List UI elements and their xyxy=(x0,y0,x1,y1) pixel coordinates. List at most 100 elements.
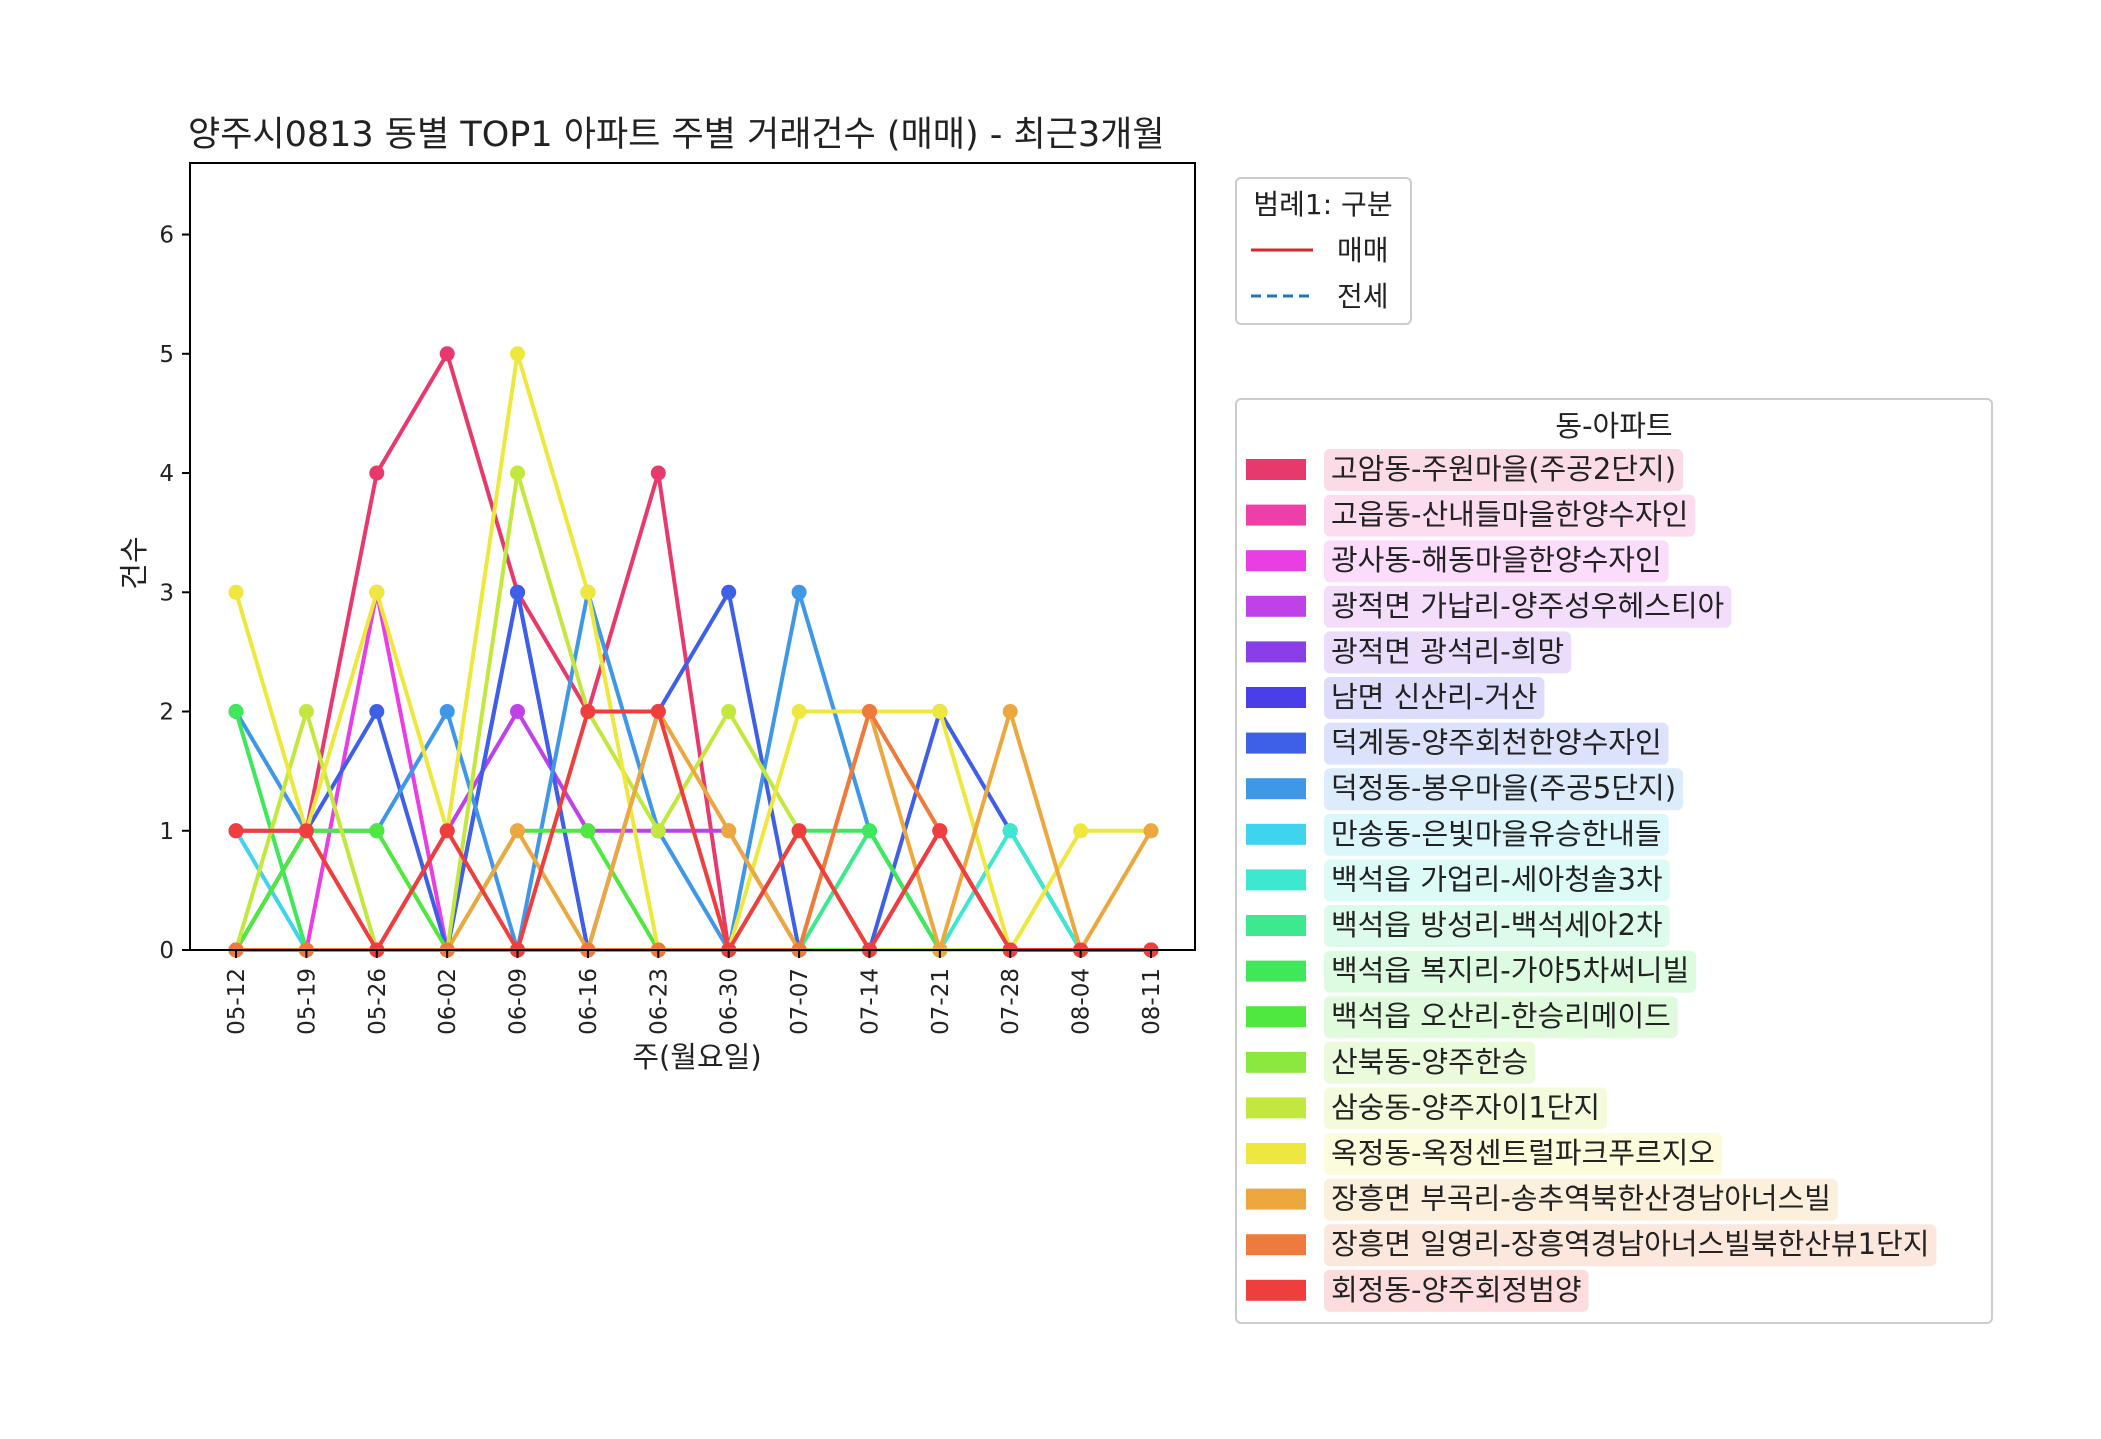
legend-swatch xyxy=(1246,595,1306,617)
legend-label-highlight xyxy=(1324,677,1545,719)
data-point xyxy=(369,584,385,600)
legend-label-highlight xyxy=(1324,540,1669,583)
legend-type-frame xyxy=(1235,177,1412,325)
x-axis-label: 주(월요일) xyxy=(632,1040,761,1074)
data-point xyxy=(650,823,666,839)
legend-swatch xyxy=(1246,641,1306,663)
data-point xyxy=(510,823,525,839)
x-tick-label: 06-30 xyxy=(717,968,743,1035)
y-tick-label: 5 xyxy=(159,342,174,368)
legend-label: 옥정동-옥정센트럴파크푸르지오 xyxy=(1331,1136,1715,1170)
chart-title: 양주시0813 동별 TOP1 아파트 주별 거래건수 (매매) - 최근3개월 xyxy=(188,115,1165,155)
legend-entry: 광적면 광석리-희망 xyxy=(1246,631,1572,674)
legend-entry: 덕계동-양주회천한양수자인 xyxy=(1246,722,1669,765)
y-tick-label: 3 xyxy=(159,580,174,606)
legend-swatch xyxy=(1246,687,1306,708)
legend-label-highlight xyxy=(1324,950,1697,993)
y-tick-label: 1 xyxy=(159,819,174,845)
legend-label-highlight xyxy=(1324,813,1669,856)
data-point xyxy=(1002,823,1018,839)
legend-entry: 광적면 가납리-양주성우헤스티아 xyxy=(1246,585,1732,628)
data-point xyxy=(721,704,737,719)
legend-label-highlight xyxy=(1324,859,1670,902)
x-tick-label: 08-04 xyxy=(1069,968,1095,1035)
x-tick-label: 07-21 xyxy=(928,968,954,1035)
data-point xyxy=(580,584,596,600)
legend-entry: 백석읍 복지리-가야5차써니빌 xyxy=(1246,950,1697,993)
series-line xyxy=(234,709,1153,952)
legend-type-label-sale: 매매 xyxy=(1337,234,1389,267)
data-point xyxy=(932,823,948,839)
legend-label-highlight xyxy=(1324,449,1684,491)
data-point xyxy=(650,465,666,481)
legend-label: 백석읍 방성리-백석세아2차 xyxy=(1331,908,1663,942)
legend-type-label-jeonse: 전세 xyxy=(1337,280,1389,313)
y-tick-label: 0 xyxy=(159,938,174,964)
legend-label-highlight xyxy=(1324,905,1670,947)
legend-entry: 백석읍 방성리-백석세아2차 xyxy=(1246,905,1670,947)
legend-entry: 고읍동-산내들마을한양수자인 xyxy=(1246,494,1696,537)
legend-swatch xyxy=(1246,459,1306,480)
y-axis-label: 건수 xyxy=(117,536,151,589)
legend-swatch xyxy=(1246,915,1306,936)
legend-label: 백석읍 복지리-가야5차써니빌 xyxy=(1331,954,1689,988)
data-point xyxy=(1073,823,1089,839)
legend-apartment-frame xyxy=(1235,398,1993,1324)
x-tick-label: 08-11 xyxy=(1139,968,1165,1035)
data-point xyxy=(510,584,525,600)
y-tick-label: 2 xyxy=(159,700,174,726)
legend-entry: 장흥면 일영리-장흥역경남아너스빌북한산뷰1단지 xyxy=(1246,1224,1937,1267)
legend-label: 장흥면 부곡리-송추역북한산경남아너스빌 xyxy=(1331,1182,1831,1216)
legend-entry: 고암동-주원마을(주공2단지) xyxy=(1246,449,1684,491)
legend-label-highlight xyxy=(1324,1224,1937,1267)
data-point xyxy=(580,823,596,839)
legend-swatch xyxy=(1246,1097,1306,1119)
legend-label: 광적면 가납리-양주성우헤스티아 xyxy=(1331,589,1724,623)
legend-label-highlight xyxy=(1324,1041,1536,1084)
axes-layer: 0 1 2 3 4 5 6 05-12 05-19 05-26 06-02 06-09 06-16 06-… xyxy=(159,162,1196,1035)
x-tick-label: 07-28 xyxy=(998,968,1024,1035)
data-point xyxy=(1143,823,1159,839)
x-tick-label: 06-16 xyxy=(576,968,602,1035)
x-tick-label: 07-07 xyxy=(787,968,813,1035)
data-point xyxy=(510,346,525,362)
legend-label-highlight xyxy=(1324,494,1696,537)
legend-entry: 백석읍 오산리-한승리메이드 xyxy=(1246,996,1678,1039)
x-tick-label: 07-14 xyxy=(857,968,883,1035)
legend-label-highlight xyxy=(1324,631,1572,674)
legend-label-highlight xyxy=(1324,722,1669,765)
legend-swatch xyxy=(1246,1279,1306,1301)
legend-type: 범례1: 구분 매매 전세 xyxy=(1235,177,1412,325)
data-point xyxy=(791,704,807,719)
data-point xyxy=(439,704,455,719)
data-point xyxy=(369,823,385,839)
legend-label: 삼숭동-양주자이1단지 xyxy=(1331,1090,1600,1124)
data-point xyxy=(721,584,737,600)
legend-label: 고읍동-산내들마을한양수자인 xyxy=(1331,498,1688,532)
legend-entry: 광사동-해동마을한양수자인 xyxy=(1246,540,1669,583)
data-point xyxy=(369,704,385,719)
legend-label: 백석읍 오산리-한승리메이드 xyxy=(1331,999,1671,1033)
legend-swatch xyxy=(1246,778,1306,800)
legend-swatch xyxy=(1246,550,1306,572)
legend-apartment: 동-아파트 고암동-주원마을(주공2단지) 고읍동-산내들마을한양수자인광사동-해… xyxy=(1235,398,1993,1324)
legend-entry: 백석읍 가업리-세아청솔3차 xyxy=(1246,859,1670,902)
legend-label: 광적면 광석리-희망 xyxy=(1331,634,1564,668)
legend-label-highlight xyxy=(1324,1087,1608,1130)
legend-apartment-items: 고암동-주원마을(주공2단지) 고읍동-산내들마을한양수자인광사동-해동마을한양수… xyxy=(1246,449,1937,1312)
series-line xyxy=(234,590,1153,952)
data-point xyxy=(862,704,877,719)
data-point xyxy=(650,704,666,719)
data-point xyxy=(228,584,244,600)
data-point xyxy=(721,823,737,839)
legend-label: 회정동-양주회정범양 xyxy=(1331,1273,1582,1307)
legend-entry: 옥정동-옥정센트럴파크푸르지오 xyxy=(1246,1133,1722,1175)
data-point xyxy=(369,465,385,481)
x-tick-label: 06-23 xyxy=(646,968,672,1035)
data-point xyxy=(510,465,525,481)
legend-swatch xyxy=(1246,732,1306,754)
legend-label: 만송동-은빛마을유승한내들 xyxy=(1331,817,1662,851)
x-tick-label: 05-12 xyxy=(224,968,250,1035)
y-tick-label: 6 xyxy=(159,223,174,249)
data-point xyxy=(791,823,807,839)
